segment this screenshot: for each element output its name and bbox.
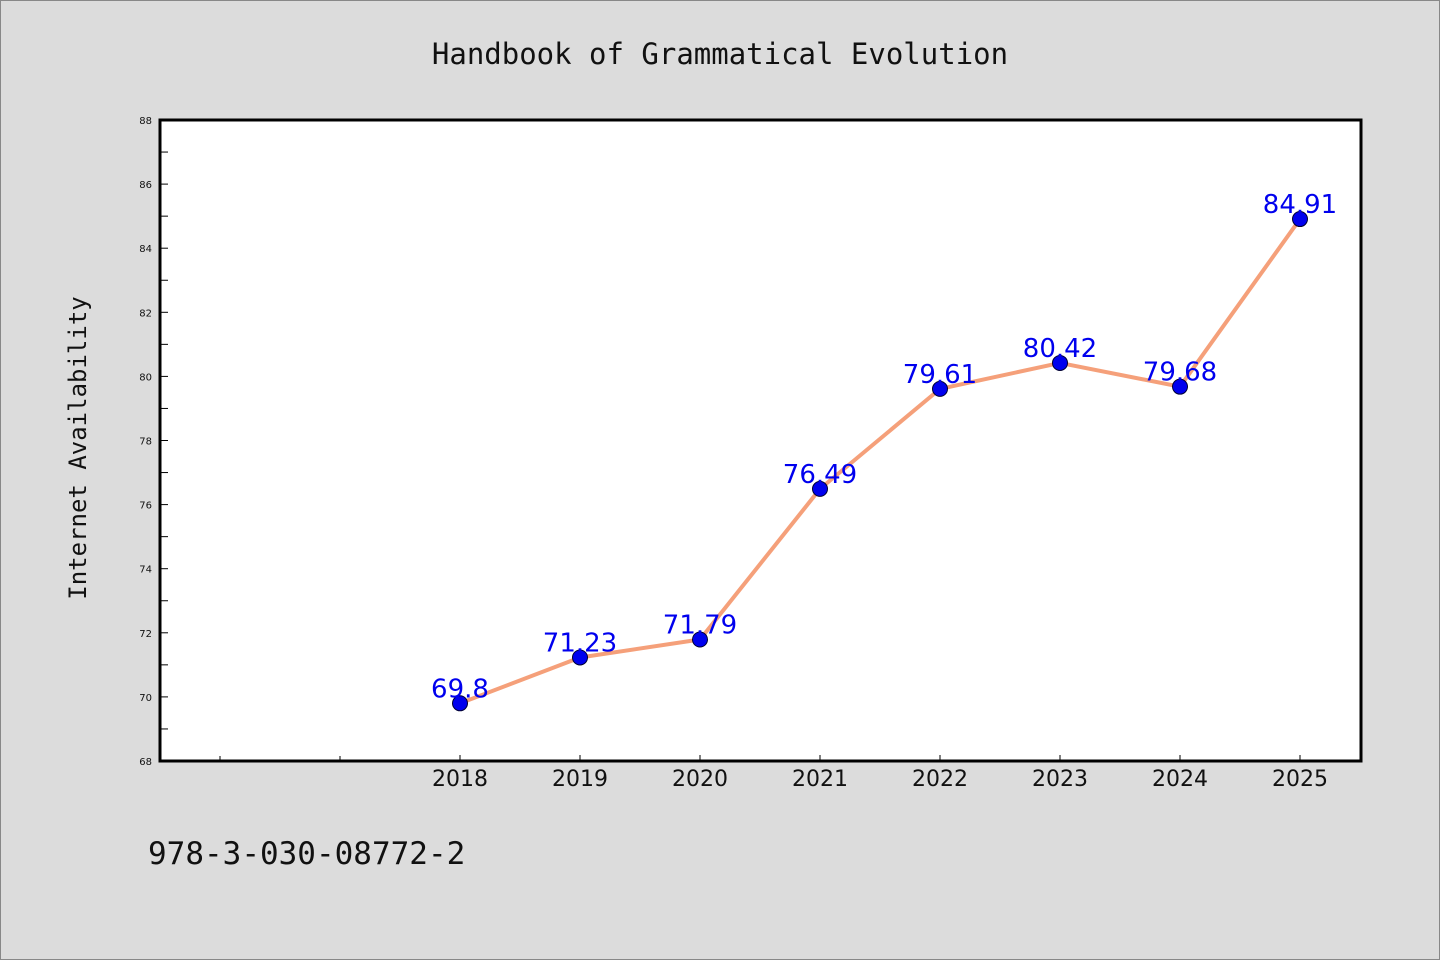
data-point-marker [1052,354,1068,371]
x-tick-label: 2020 [672,767,728,792]
x-tick-label: 2024 [1152,767,1208,792]
x-tick-label: 2023 [1032,767,1088,792]
data-point-label: 80.42 [1023,334,1097,364]
data-point-label: 71.79 [663,611,737,641]
data-point-marker [932,380,948,397]
data-point-label: 69.8 [431,674,489,704]
data-point-label: 79.68 [1143,358,1217,388]
y-axis-label: Internet Availability [64,296,92,599]
y-tick-label: 88 [139,116,152,127]
data-point-label: 84.91 [1263,190,1337,220]
data-labels: 69.8 71.23 71.79 76.49 79.61 80.42 79.68 84.91 [431,190,1337,704]
x-tick-label: 2018 [432,767,488,792]
data-point-marker [1172,378,1188,395]
y-tick-label: 72 [139,629,152,640]
data-markers [452,211,1308,712]
y-tick-label: 82 [139,308,152,319]
x-axis: 2018 2019 2020 2021 2022 2023 2024 2025 [219,755,1328,792]
chart-title: Handbook of Grammatical Evolution [432,37,1008,71]
y-tick-label: 78 [139,437,152,448]
x-tick-label: 2019 [552,767,608,792]
data-point-label: 79.61 [903,360,977,390]
data-point-marker [452,695,468,712]
x-tick-label: 2025 [1272,767,1328,792]
data-point-marker [692,631,708,648]
y-tick-label: 84 [139,244,152,255]
y-tick-label: 86 [139,180,152,191]
data-point-marker [572,649,588,666]
y-axis: 68 70 72 74 76 78 80 82 84 86 88 [139,116,168,768]
data-point-marker [812,480,828,497]
y-tick-label: 68 [139,757,152,768]
y-tick-label: 70 [139,693,152,704]
plot-area [158,118,1363,763]
data-point-label: 71.23 [543,628,617,658]
data-point-marker [1292,211,1308,228]
x-tick-label: 2022 [912,767,968,792]
x-tick-label: 2021 [792,767,848,792]
y-tick-label: 76 [139,501,152,512]
data-point-label: 76.49 [783,460,857,490]
y-tick-label: 80 [139,372,152,383]
y-tick-label: 74 [139,565,152,576]
isbn-footer: 978-3-030-08772-2 [148,836,465,872]
series-line [459,217,1302,706]
